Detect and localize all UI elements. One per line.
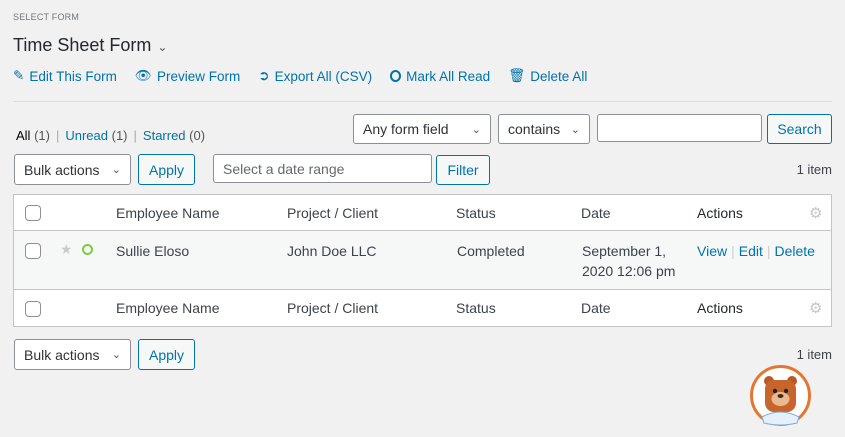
mark-all-read-link[interactable]: Mark All Read [390,68,490,84]
table-row: ★ Sullie Eloso John Doe LLC Completed Se… [14,231,831,290]
delete-all-link[interactable]: 🗑 Delete All [508,68,588,84]
form-actions: ✎ Edit This Form 👁 Preview Form ➲ Export Al… [13,68,587,84]
item-count-bottom: 1 item [796,347,832,362]
column-employee-name: Employee Name [116,205,220,221]
eye-icon: 👁 [134,68,152,83]
table-footer: Employee Name Project / Client Status Da… [14,290,831,326]
form-title: Time Sheet Form [13,35,152,55]
bulk-actions-select-bottom[interactable]: Bulk actions ⌄ [14,339,131,370]
row-checkbox[interactable] [25,243,41,259]
date-line1: September 1, [582,243,667,259]
column-project-client: Project / Client [287,205,379,221]
column-employee-name: Employee Name [116,300,220,316]
chevron-down-icon: ⌄ [111,349,121,361]
export-icon: ➲ [258,68,270,83]
apply-button[interactable]: Apply [138,154,195,185]
select-all-checkbox-footer[interactable] [25,301,41,317]
pencil-icon: ✎ [13,68,25,83]
wpforms-mascot-icon[interactable] [750,365,811,426]
chevron-down-icon: ⌄ [471,123,481,136]
bulk-actions-select[interactable]: Bulk actions ⌄ [14,154,131,185]
chevron-down-icon: ⌄ [111,164,121,176]
search-field-select[interactable]: Any form field ⌄ [353,114,491,144]
table-header: Employee Name Project / Client Status Da… [14,195,831,231]
form-selector[interactable]: Time Sheet Form ⌄ [13,35,167,56]
edit-form-link[interactable]: ✎ Edit This Form [13,68,117,84]
employee-name: Sullie Eloso [116,243,190,259]
select-form-label: SELECT FORM [13,12,80,22]
column-date-sort[interactable]: Date [581,205,611,221]
date-range-input[interactable]: Select a date range [213,154,432,183]
column-status-sort[interactable]: Status [456,205,496,221]
column-status-sort[interactable]: Status [456,300,496,316]
circle-icon [390,70,402,82]
view-filters: All (1) | Unread (1) | Starred (0) [16,128,206,143]
item-count: 1 item [796,162,832,177]
edit-link[interactable]: Edit [738,243,763,259]
view-all[interactable]: All (1) [16,128,50,143]
select-all-checkbox[interactable] [25,205,41,221]
search-operator-select[interactable]: contains ⌄ [498,114,590,144]
star-icon[interactable]: ★ [60,241,73,257]
status: Completed [457,243,525,259]
gear-icon[interactable]: ⚙ [809,300,823,317]
filter-button[interactable]: Filter [436,155,490,185]
chevron-down-icon: ⌄ [157,40,168,54]
entries-table: Employee Name Project / Client Status Da… [13,194,832,327]
column-date-sort[interactable]: Date [581,300,611,316]
column-project-client: Project / Client [287,300,379,316]
column-actions: Actions [697,205,743,221]
unread-circle-icon[interactable] [82,244,93,255]
divider [13,101,832,102]
date-line2: 2020 12:06 pm [582,263,676,279]
column-actions: Actions [697,300,743,316]
chevron-down-icon: ⌄ [570,123,580,136]
search-button[interactable]: Search [767,114,832,144]
gear-icon[interactable]: ⚙ [809,205,823,222]
trash-icon: 🗑 [508,68,526,83]
view-unread[interactable]: Unread (1) [65,128,128,143]
export-csv-link[interactable]: ➲ Export All (CSV) [258,68,373,84]
view-starred[interactable]: Starred (0) [142,128,206,143]
preview-form-link[interactable]: 👁 Preview Form [134,68,241,84]
search-input[interactable] [597,114,762,142]
view-link[interactable]: View [697,243,728,259]
project-client: John Doe LLC [287,243,377,259]
apply-button-bottom[interactable]: Apply [138,339,195,370]
delete-link[interactable]: Delete [774,243,815,259]
